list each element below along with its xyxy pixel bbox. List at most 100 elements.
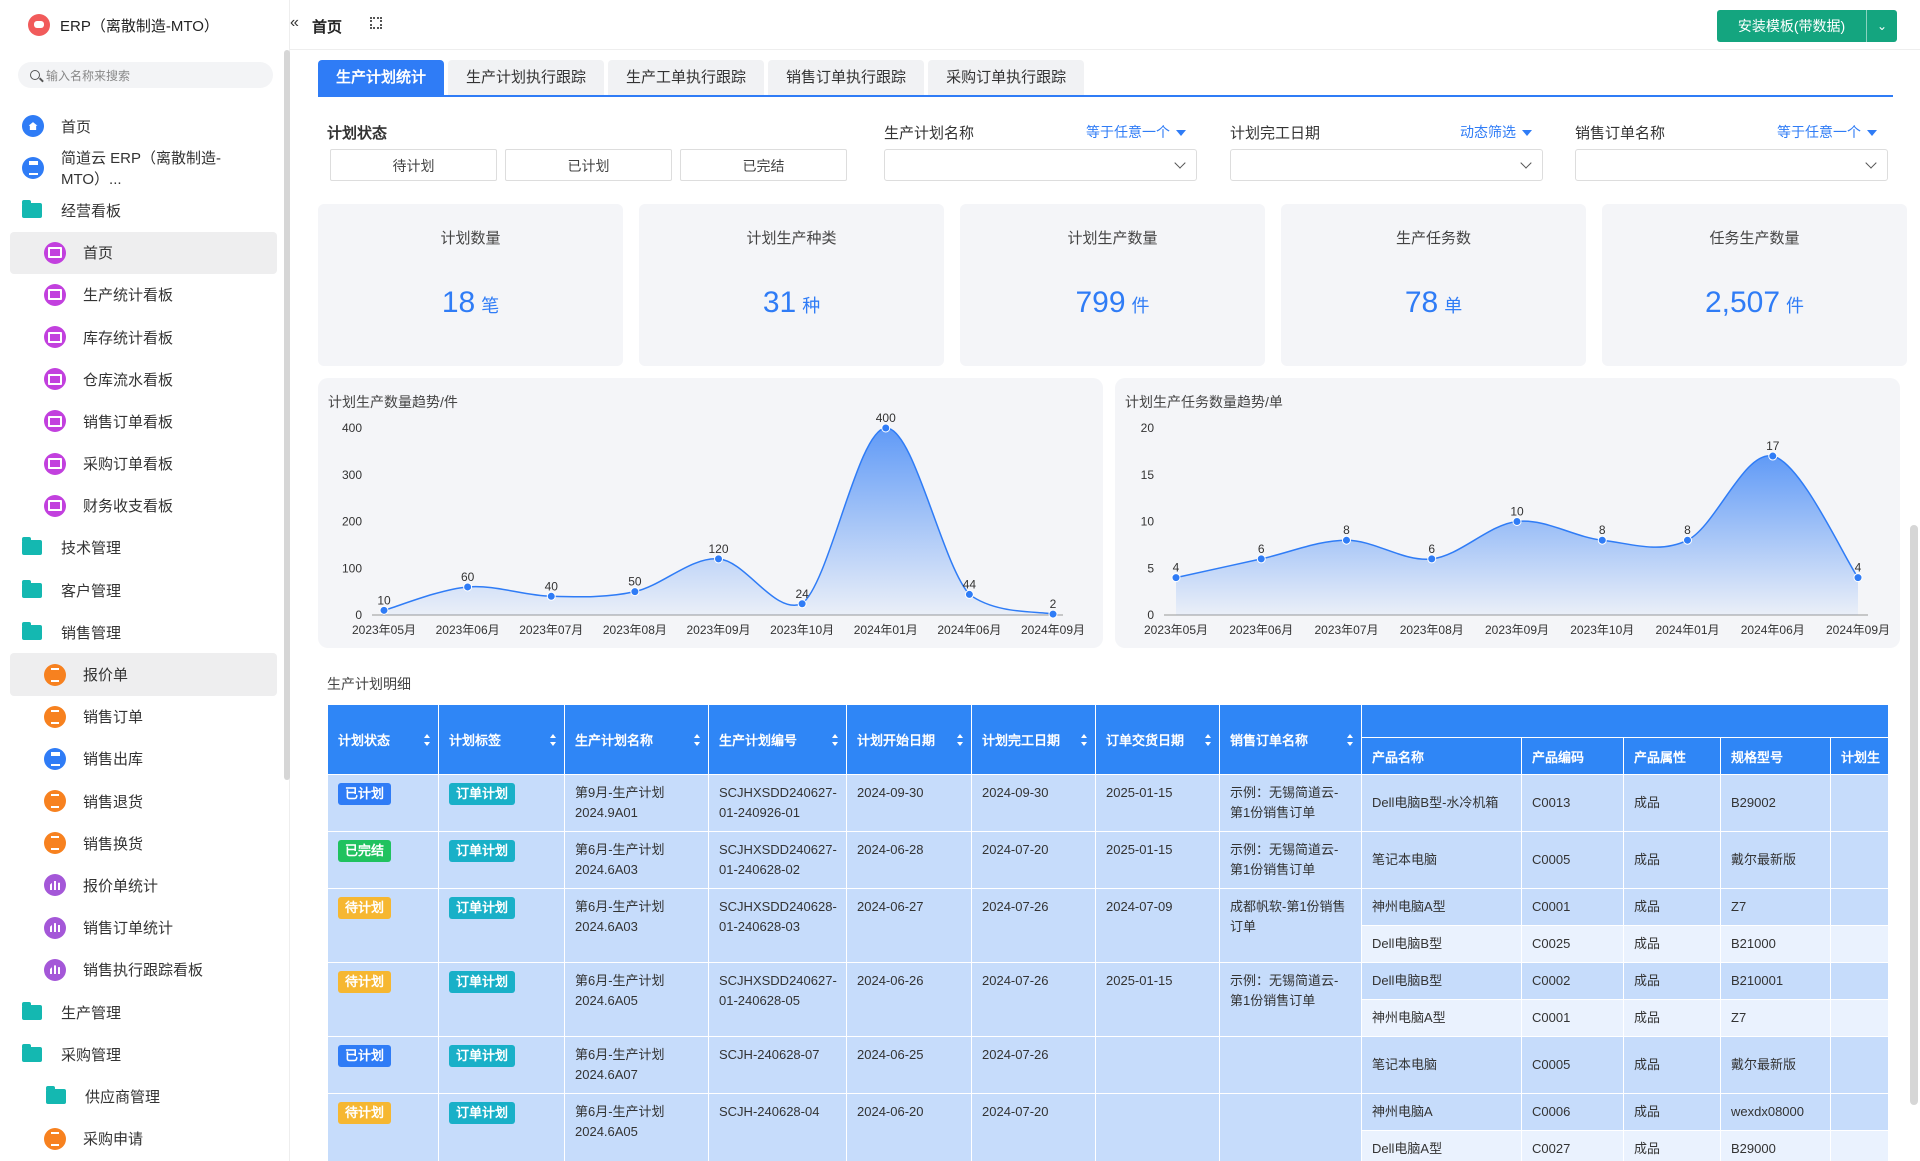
table-row[interactable]: 已计划 订单计划 第6月-生产计划2024.6A07 SCJH-240628-07 20… [327, 1036, 1888, 1094]
sort-icon[interactable] [550, 733, 556, 746]
finish-date-filter-mode[interactable]: 动态筛选 [1460, 122, 1532, 142]
product-group-header [1360, 704, 1888, 739]
data-point[interactable] [630, 587, 640, 597]
sidebar-scrollbar[interactable] [284, 50, 290, 780]
finish-date-select[interactable] [1230, 149, 1543, 181]
status-option-pending[interactable]: 待计划 [330, 149, 497, 181]
sidebar-search-input[interactable]: 输入名称来搜索 [18, 62, 273, 88]
data-point[interactable] [1512, 517, 1522, 526]
data-point[interactable] [1256, 554, 1266, 564]
tab-item[interactable]: 生产计划统计 [318, 60, 445, 96]
table-row[interactable]: 神州电脑A型 C0001 成品 Z7 [328, 999, 1888, 1037]
data-point[interactable] [1342, 535, 1351, 545]
sidebar-item[interactable]: 客户管理 [0, 569, 280, 611]
sidebar-item[interactable]: 简道云 ERP（离散制造-MTO）... [0, 147, 280, 189]
sidebar-item[interactable]: 销售退货 [0, 780, 280, 822]
sidebar-item[interactable]: 销售管理 [0, 611, 280, 653]
sidebar-item[interactable]: 仓库流水看板 [0, 358, 280, 400]
fullscreen-icon[interactable] [370, 17, 382, 29]
install-template-button[interactable]: 安装模板(带数据) ⌄ [1717, 10, 1897, 42]
sort-icon[interactable] [694, 733, 700, 746]
table-row[interactable]: 待计划 订单计划 第6月-生产计划2024.6A05 SCJH-240628-04 20… [327, 1093, 1888, 1161]
sub-column-header[interactable]: 计划生 [1829, 737, 1888, 775]
column-header[interactable]: 销售订单名称 [1219, 704, 1362, 775]
data-point[interactable] [463, 582, 473, 592]
data-point[interactable] [881, 423, 891, 433]
sidebar-item[interactable]: 采购订单看板 [0, 443, 280, 485]
data-point[interactable] [964, 589, 974, 599]
sidebar-item[interactable]: 供应商管理 [0, 1075, 280, 1117]
data-point[interactable] [1171, 573, 1181, 583]
sidebar-item[interactable]: 销售执行跟踪看板 [0, 949, 280, 991]
data-point[interactable] [379, 605, 389, 615]
sidebar-item[interactable]: 销售订单统计 [0, 907, 280, 949]
table-row[interactable]: 待计划 订单计划 第6月-生产计划2024.6A05 SCJHXSDD240627-0… [327, 962, 1888, 1037]
sub-column-header[interactable]: 产品属性 [1623, 737, 1721, 775]
tab-item[interactable]: 生产工单执行跟踪 [608, 60, 765, 96]
data-point[interactable] [1853, 573, 1863, 583]
sidebar-item[interactable]: 采购申请 [0, 1118, 280, 1160]
table-row[interactable]: 已计划 订单计划 第9月-生产计划2024.9A01 SCJHXSDD240627-0… [327, 774, 1888, 832]
status-option-planned[interactable]: 已计划 [505, 149, 672, 181]
sidebar-item[interactable]: 首页 [10, 231, 277, 274]
data-point[interactable] [1768, 451, 1778, 461]
sidebar-item[interactable]: 技术管理 [0, 527, 280, 569]
sidebar-item[interactable]: 销售换货 [0, 822, 280, 864]
sub-column-header[interactable]: 规格型号 [1720, 737, 1831, 775]
sidebar-item[interactable]: 采购管理 [0, 1033, 280, 1075]
column-header[interactable]: 订单交货日期 [1095, 704, 1220, 775]
sort-icon[interactable] [424, 733, 430, 746]
status-option-finished[interactable]: 已完结 [680, 149, 847, 181]
sort-icon[interactable] [1081, 733, 1087, 746]
page-scrollbar[interactable] [1910, 525, 1918, 1105]
column-header[interactable]: 生产计划名称 [564, 704, 709, 775]
sort-icon[interactable] [1347, 733, 1353, 746]
sidebar-item[interactable]: 销售订单看板 [0, 400, 280, 442]
sidebar-item[interactable]: 报价单 [10, 653, 277, 696]
collapse-sidebar-icon[interactable]: « [290, 14, 299, 31]
table-row[interactable]: 已完结 订单计划 第6月-生产计划2024.6A03 SCJHXSDD240627-0… [327, 831, 1888, 889]
cell-status: 待计划 [327, 962, 439, 1037]
sidebar-item-label: 销售换货 [83, 835, 144, 853]
tab-item[interactable]: 采购订单执行跟踪 [928, 60, 1085, 96]
chevron-down-icon[interactable]: ⌄ [1876, 19, 1888, 33]
tab-item[interactable]: 销售订单执行跟踪 [768, 60, 925, 96]
form-icon [44, 663, 66, 686]
data-point[interactable] [1427, 554, 1437, 564]
plan-name-select[interactable] [884, 149, 1197, 181]
data-point[interactable] [1683, 535, 1692, 545]
sidebar-item[interactable]: 销售订单 [0, 696, 280, 738]
data-point[interactable] [1048, 609, 1058, 619]
order-name-select[interactable] [1575, 149, 1888, 181]
data-point[interactable] [1597, 535, 1607, 545]
sidebar-item[interactable]: 报价单统计 [0, 864, 280, 906]
sidebar-item[interactable]: 库存统计看板 [0, 316, 280, 358]
plan-name-filter-mode[interactable]: 等于任意一个 [1086, 122, 1186, 142]
sidebar-item[interactable]: 首页 [0, 105, 280, 147]
table-row[interactable]: 待计划 订单计划 第6月-生产计划2024.6A03 SCJHXSDD240628-0… [327, 888, 1888, 963]
sidebar-item[interactable]: 生产管理 [0, 991, 280, 1033]
sidebar-item[interactable]: 生产统计看板 [0, 274, 280, 316]
data-point[interactable] [546, 591, 556, 601]
column-header[interactable]: 生产计划编号 [708, 704, 847, 775]
data-point[interactable] [714, 554, 723, 564]
sort-icon[interactable] [832, 733, 838, 746]
order-name-filter-mode[interactable]: 等于任意一个 [1777, 122, 1877, 142]
sidebar-item[interactable]: 销售出库 [0, 738, 280, 780]
tab-item[interactable]: 生产计划执行跟踪 [448, 60, 605, 96]
sort-icon[interactable] [1205, 733, 1211, 746]
column-header[interactable]: 计划标签 [438, 704, 565, 775]
sort-icon[interactable] [957, 733, 963, 746]
sidebar-item[interactable]: 经营看板 [0, 189, 280, 231]
column-header[interactable]: 计划状态 [327, 704, 439, 775]
sub-column-header[interactable]: 产品编码 [1521, 737, 1624, 775]
column-header[interactable]: 计划开始日期 [846, 704, 972, 775]
app-brand[interactable]: ERP（离散制造-MTO） [28, 14, 219, 36]
table-row[interactable]: Dell电脑A型 C0027 成品 B29000 [328, 1130, 1888, 1161]
column-header[interactable]: 计划完工日期 [971, 704, 1096, 775]
cell-order: 示例：无锡简道云-第1份销售订单 [1219, 962, 1362, 1037]
data-point[interactable] [797, 599, 807, 609]
sub-column-header[interactable]: 产品名称 [1361, 737, 1522, 775]
sidebar-item[interactable]: 财务收支看板 [0, 485, 280, 527]
table-row[interactable]: Dell电脑B型 C0025 成品 B21000 [328, 925, 1888, 963]
